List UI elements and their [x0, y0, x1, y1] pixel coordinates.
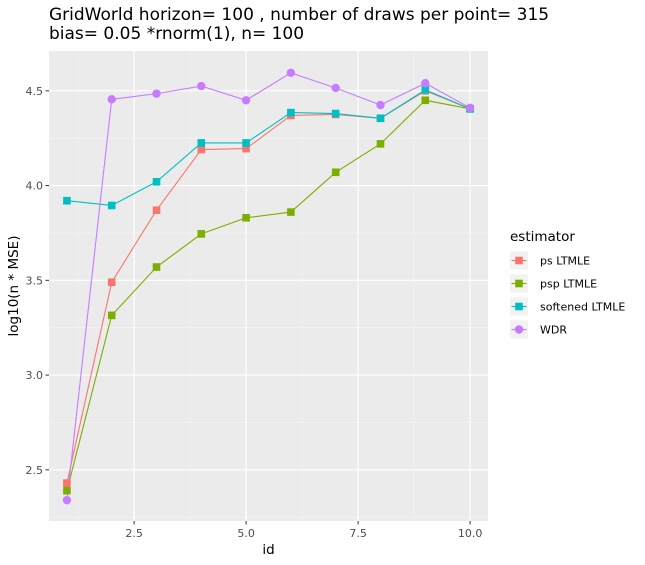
data-point-psp-ltmle — [107, 311, 116, 320]
y-axis-title: log10(n * MSE) — [6, 236, 22, 337]
y-tick-label: 4.5 — [26, 85, 44, 98]
data-point-ps-ltmle — [242, 144, 250, 153]
data-point-softened-ltmle — [63, 196, 71, 205]
chart-title-line1: GridWorld horizon= 100 , number of draws… — [49, 5, 549, 25]
legend-key-marker — [515, 256, 523, 265]
legend-label-wdr: WDR — [540, 324, 567, 337]
data-point-ps-ltmle — [107, 278, 116, 287]
data-point-wdr — [286, 68, 296, 77]
grid-minor — [49, 51, 488, 521]
data-point-psp-ltmle — [152, 263, 161, 271]
data-point-ps-ltmle — [152, 206, 161, 214]
series-lines — [66, 72, 471, 501]
y-tick-label: 2.5 — [26, 464, 44, 477]
series-line-psp-ltmle — [66, 99, 471, 491]
data-point-softened-ltmle — [197, 139, 206, 147]
data-point-wdr — [197, 81, 206, 91]
data-point-psp-ltmle — [197, 230, 206, 238]
legend-label-ps-ltmle: ps LTMLE — [540, 255, 590, 268]
axis-ticks — [45, 90, 471, 525]
data-point-psp-ltmle — [421, 96, 430, 105]
data-point-psp-ltmle — [376, 140, 385, 148]
data-point-wdr — [465, 103, 475, 113]
x-tick-label: 5.0 — [237, 527, 255, 540]
data-point-softened-ltmle — [421, 86, 430, 94]
data-point-softened-ltmle — [242, 139, 250, 147]
grid-major — [49, 51, 488, 521]
data-point-ps-ltmle — [197, 145, 206, 154]
data-point-softened-ltmle — [107, 201, 116, 210]
y-tick-label: 3.0 — [26, 369, 44, 382]
y-tick-labels: 2.5 3.0 3.5 4.0 4.5 — [26, 85, 44, 477]
data-point-wdr — [376, 100, 385, 110]
legend: ps LTMLE psp LTMLE softened LTMLE WDR — [510, 251, 625, 339]
y-tick-label: 3.5 — [26, 274, 44, 287]
x-tick-label: 2.5 — [125, 527, 143, 540]
data-point-wdr — [331, 83, 340, 93]
legend-key-marker — [515, 302, 523, 311]
data-point-wdr — [62, 495, 72, 505]
x-axis-title: id — [262, 542, 274, 558]
data-point-psp-ltmle — [287, 208, 295, 216]
data-point-wdr — [107, 95, 116, 104]
data-point-psp-ltmle — [63, 486, 71, 495]
x-tick-labels: 2.5 5.0 7.5 10.0 — [125, 527, 482, 540]
data-point-psp-ltmle — [242, 213, 250, 222]
legend-title: estimator — [510, 229, 575, 245]
x-tick-label: 10.0 — [458, 527, 483, 540]
series-points — [62, 68, 475, 505]
data-point-softened-ltmle — [376, 114, 385, 123]
data-point-wdr — [152, 89, 161, 98]
legend-label-psp-ltmle: psp LTMLE — [540, 278, 597, 291]
legend-key-marker — [515, 279, 523, 288]
legend-label-softened-ltmle: softened LTMLE — [540, 301, 625, 314]
chart-title-line2: bias= 0.05 *rnorm(1), n= 100 — [49, 24, 304, 44]
plot-panel — [49, 51, 488, 521]
data-point-wdr — [421, 79, 430, 88]
series-line-softened-ltmle — [66, 89, 471, 207]
data-point-softened-ltmle — [152, 177, 161, 186]
data-point-psp-ltmle — [331, 168, 340, 177]
series-line-wdr — [66, 72, 471, 501]
legend-key-marker — [514, 325, 524, 334]
data-point-wdr — [241, 96, 251, 105]
data-point-softened-ltmle — [287, 108, 295, 117]
x-tick-label: 7.5 — [349, 527, 367, 540]
y-tick-label: 4.0 — [26, 180, 44, 193]
data-point-ps-ltmle — [63, 479, 71, 487]
data-point-softened-ltmle — [331, 109, 340, 118]
